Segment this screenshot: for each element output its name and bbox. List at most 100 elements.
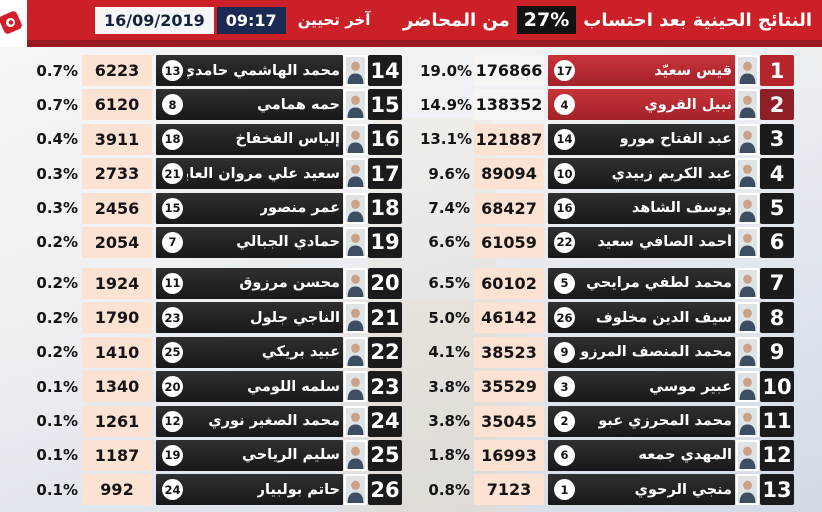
- candidate-photo: [344, 89, 367, 121]
- candidate-name: الناجي جلول: [250, 309, 340, 326]
- candidate-photo: [344, 371, 367, 403]
- candidate-name: محمد الصغير نوري: [208, 413, 340, 430]
- result-row: 19 حمادي الجبالي 7 2054 0.2%: [28, 226, 402, 258]
- ballot-number-badge: 11: [162, 272, 183, 294]
- candidate-photo: [736, 405, 759, 437]
- result-row: 22 عبيد بريكي 25 1410 0.2%: [28, 336, 402, 368]
- votes-count: 2733: [82, 158, 152, 190]
- vote-percentage: 0.3%: [36, 199, 78, 218]
- candidate-photo: [344, 474, 367, 506]
- result-row: 20 محسن مرزوق 11 1924 0.2%: [28, 267, 402, 299]
- ballot-number-badge: 9: [554, 341, 575, 363]
- person-icon: [346, 57, 365, 84]
- candidate-bar: محمد الهاشمي حامدي 13: [156, 55, 343, 86]
- channel-logo-strip: [0, 0, 27, 47]
- ballot-number-badge: 19: [162, 444, 183, 466]
- vote-percentage: 3.8%: [428, 412, 470, 431]
- votes-count: 60102: [474, 267, 544, 299]
- ballot-number-badge: 5: [554, 272, 575, 294]
- ballot-number-badge: 22: [554, 231, 575, 253]
- vote-percentage: 6.6%: [428, 233, 470, 252]
- ballot-number-badge: 8: [162, 94, 183, 116]
- result-row: 8 سيف الدين مخلوف 26 46142 5.0%: [420, 302, 794, 334]
- vote-percentage: 0.1%: [36, 480, 78, 499]
- candidate-bar: سلمه اللومي 20: [156, 371, 343, 403]
- candidate-photo: [344, 123, 367, 155]
- person-icon: [346, 269, 365, 297]
- result-row: 23 سلمه اللومي 20 1340 0.1%: [28, 371, 402, 403]
- result-row: 7 محمد لطفي مرايحي 5 60102 6.5%: [420, 267, 794, 299]
- vote-percentage: 13.1%: [420, 130, 473, 149]
- ballot-number-badge: 25: [162, 341, 183, 363]
- candidate-bar: سعيد علي مروان العايدي 21: [156, 158, 343, 190]
- ballot-number-badge: 15: [162, 197, 183, 219]
- candidate-name: عبير موسي: [649, 378, 732, 395]
- ballot-number-badge: 16: [554, 197, 575, 219]
- votes-count: 7123: [474, 474, 544, 506]
- candidate-photo: [736, 336, 759, 368]
- rank-badge: 16: [368, 123, 402, 155]
- vote-percentage: 0.2%: [36, 343, 78, 362]
- person-icon: [346, 125, 365, 153]
- candidate-photo: [344, 158, 367, 190]
- rank-badge: 22: [368, 336, 402, 368]
- candidate-photo: [736, 158, 759, 190]
- rank-badge: 1: [760, 55, 794, 86]
- candidate-bar: يوسف الشاهد 16: [548, 192, 735, 224]
- candidate-name: قيس سعيّد: [654, 62, 732, 79]
- candidate-name: يوسف الشاهد: [631, 200, 732, 217]
- results-group-20-26: 20 محسن مرزوق 11 1924 0.2% 21 الناجي جلو…: [28, 267, 402, 506]
- vote-percentage: 0.2%: [36, 233, 78, 252]
- person-icon: [346, 194, 365, 222]
- candidate-name: حمه همامي: [257, 96, 340, 113]
- candidate-photo: [736, 123, 759, 155]
- votes-count: 3911: [82, 123, 152, 155]
- candidate-name: أحمد الصافي سعيد: [597, 234, 732, 251]
- rank-badge: 2: [760, 89, 794, 121]
- result-row: 16 إلياس الفخفاخ 18 3911 0.4%: [28, 123, 402, 155]
- person-icon: [346, 91, 365, 119]
- candidate-photo: [344, 267, 367, 299]
- vote-percentage: 5.0%: [428, 308, 470, 327]
- rank-badge: 23: [368, 371, 402, 403]
- candidate-bar: محمد المحرزي عبو 2: [548, 405, 735, 437]
- results-group-7-13: 7 محمد لطفي مرايحي 5 60102 6.5% 8 سيف ال…: [420, 267, 794, 506]
- result-row: 1 قيس سعيّد 17 176866 19.0%: [420, 55, 794, 86]
- ballot-number-badge: 3: [554, 376, 575, 398]
- person-icon: [346, 228, 365, 256]
- votes-count: 6120: [82, 89, 152, 121]
- vote-percentage: 0.8%: [428, 480, 470, 499]
- candidate-name: سيف الدين مخلوف: [595, 309, 732, 326]
- rank-badge: 25: [368, 439, 402, 471]
- ballot-number-badge: 7: [162, 231, 183, 253]
- ballot-number-badge: 6: [554, 444, 575, 466]
- candidate-name: محمد المنصف المرزوقي: [579, 344, 732, 361]
- rank-badge: 3: [760, 123, 794, 155]
- person-icon: [738, 269, 757, 297]
- vote-percentage: 0.4%: [36, 130, 78, 149]
- last-update-label: آخر تحيين: [297, 11, 371, 29]
- person-icon: [346, 476, 365, 504]
- vote-percentage: 9.6%: [428, 164, 470, 183]
- banner-title-text: النتائج الحينية بعد احتساب: [583, 9, 812, 31]
- vote-percentage: 14.9%: [420, 95, 473, 114]
- votes-count: 89094: [474, 158, 544, 190]
- candidate-bar: محمد الصغير نوري 12: [156, 405, 343, 437]
- candidate-photo: [344, 192, 367, 224]
- person-icon: [346, 441, 365, 469]
- votes-count: 1924: [82, 267, 152, 299]
- person-icon: [346, 407, 365, 435]
- votes-count: 1340: [82, 371, 152, 403]
- candidate-name: محسن مرزوق: [239, 275, 340, 292]
- vote-percentage: 0.7%: [36, 61, 78, 80]
- candidate-bar: نبيل القروي 4: [548, 89, 735, 121]
- result-row: 24 محمد الصغير نوري 12 1261 0.1%: [28, 405, 402, 437]
- result-row: 15 حمه همامي 8 6120 0.7%: [28, 89, 402, 121]
- person-icon: [738, 441, 757, 469]
- candidate-bar: عبيد بريكي 25: [156, 336, 343, 368]
- votes-count: 121887: [474, 123, 544, 155]
- person-icon: [738, 228, 757, 256]
- result-row: 25 سليم الرياحي 19 1187 0.1%: [28, 439, 402, 471]
- candidate-name: سلمه اللومي: [247, 378, 340, 395]
- result-row: 18 عمر منصور 15 2456 0.3%: [28, 192, 402, 224]
